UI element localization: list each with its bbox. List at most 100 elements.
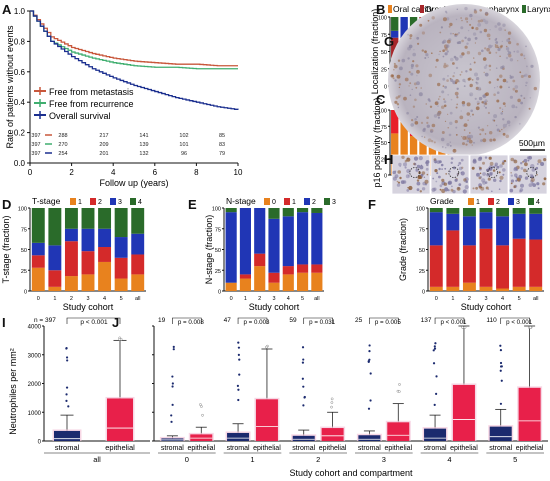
stain-speckle [454, 91, 459, 96]
box-3-epithelial-outlier [397, 390, 401, 393]
stain-speckle [443, 64, 447, 69]
compartment-label: stromal [227, 445, 250, 452]
stain-speckle [481, 49, 484, 53]
cell-nucleus [396, 180, 399, 183]
panel-d-tstage-chart: 0 25 50 75 100 0 1 2 3 4 5 all Study cohort T-stage (… [1, 196, 146, 312]
stain-speckle [495, 51, 498, 54]
stain-speckle [433, 114, 438, 118]
y-axis-title: Neutrophiles per mm² [8, 348, 18, 435]
y-tick-label: 100 [378, 109, 387, 115]
stain-speckle [456, 87, 459, 91]
bar-seg-2-cat-4 [98, 228, 112, 248]
stain-speckle [499, 74, 503, 78]
stain-speckle [422, 128, 426, 132]
bar-seg-2-cat-3 [81, 228, 95, 252]
panel-letter-c: C [376, 92, 386, 107]
stain-speckle [501, 65, 505, 69]
x-tick-label: 8 [194, 168, 199, 177]
y-tick-label: 0 [422, 290, 425, 296]
legend-swatch [110, 198, 116, 205]
stain-speckle [398, 83, 402, 86]
legend-swatch [528, 198, 534, 205]
stain-speckle [475, 81, 479, 85]
cell-nucleus [433, 187, 437, 191]
stain-speckle [498, 130, 501, 133]
box-4-stromal-outlier [434, 342, 437, 345]
box-4-stromal-box [424, 428, 447, 441]
stain-speckle [474, 42, 476, 44]
cell-nucleus [492, 165, 495, 168]
compartment-label: stromal [292, 445, 315, 452]
box-2-stromal-outlier [301, 377, 304, 380]
cell-nucleus [530, 179, 534, 183]
stain-speckle [408, 44, 413, 49]
stain-speckle [431, 140, 434, 143]
sig-bracket [303, 317, 333, 324]
cell-nucleus [510, 182, 513, 185]
box-1-stromal-outlier [237, 341, 240, 344]
chart-title: T-stage [32, 196, 61, 206]
cell-nucleus [527, 159, 530, 162]
bar-seg-1-cat-0 [429, 245, 443, 287]
stain-speckle [412, 60, 415, 63]
stain-speckle [450, 98, 453, 101]
stain-speckle [449, 121, 453, 126]
risk-number: 83 [219, 142, 225, 148]
compartment-label: epithelial [105, 443, 135, 452]
stain-speckle [507, 50, 510, 53]
stain-speckle [408, 71, 411, 74]
stain-speckle [502, 102, 506, 105]
cell-nucleus [457, 164, 460, 167]
y-tick-label: 0 [38, 440, 42, 446]
bar-seg-3-cat-3 [81, 208, 95, 229]
stain-speckle [435, 58, 439, 62]
stain-speckle [445, 64, 449, 68]
cell-nucleus [398, 181, 400, 184]
stain-speckle [412, 105, 416, 108]
box-1-epithelial-box [255, 399, 278, 441]
stain-speckle [414, 121, 419, 125]
box-all-stromal-outlier [65, 386, 69, 389]
p-label: p < 0.001 [441, 319, 468, 326]
bar-seg-0-cat-1 [400, 117, 408, 175]
sig-bracket [500, 317, 530, 324]
stain-speckle [484, 133, 487, 135]
y-tick-label: 1000 [28, 411, 42, 417]
stain-speckle [452, 75, 455, 78]
stain-speckle [442, 55, 445, 58]
stain-speckle [437, 82, 441, 87]
stain-speckle [494, 44, 496, 46]
bar-seg-1-cat-all [529, 239, 543, 287]
group-label: 5 [513, 455, 517, 464]
stain-speckle [489, 131, 493, 135]
cell-nucleus [543, 158, 547, 162]
stain-speckle [478, 96, 483, 101]
stain-speckle [449, 145, 452, 147]
stain-speckle [530, 64, 534, 68]
bar-seg-0-cat-0 [391, 133, 399, 175]
bar-seg-2-cat-4 [496, 216, 510, 246]
panel-a-km-plot: 0.0 0.2 0.4 0.6 0.8 1.0 0 2 4 6 8 10 Follow up (year… [5, 7, 243, 188]
stain-speckle [393, 62, 396, 65]
cell-nucleus [447, 189, 450, 192]
x-axis-title: Study cohort [63, 302, 114, 312]
cell-nucleus [479, 175, 483, 179]
box-5-stromal-outlier [500, 379, 503, 382]
stain-speckle [464, 17, 469, 21]
bar-seg-0-cat-4 [496, 288, 510, 291]
box-0-epithelial-outlier [201, 413, 204, 417]
stain-speckle [501, 110, 504, 113]
legend-label: Hypopharynx [469, 4, 520, 14]
bar-seg-2-cat-5 [297, 212, 309, 265]
stain-speckle [467, 134, 471, 139]
stain-speckle [455, 134, 458, 136]
cell-nucleus [419, 165, 424, 170]
stain-speckle [437, 112, 441, 116]
stain-speckle [438, 95, 441, 98]
cell-nucleus [488, 166, 493, 171]
stain-speckle [397, 59, 401, 62]
cell-nucleus [435, 180, 438, 183]
scale-bar-label: 500µm [519, 138, 545, 148]
legend-label: 2 [98, 199, 102, 206]
stain-speckle [449, 111, 453, 115]
